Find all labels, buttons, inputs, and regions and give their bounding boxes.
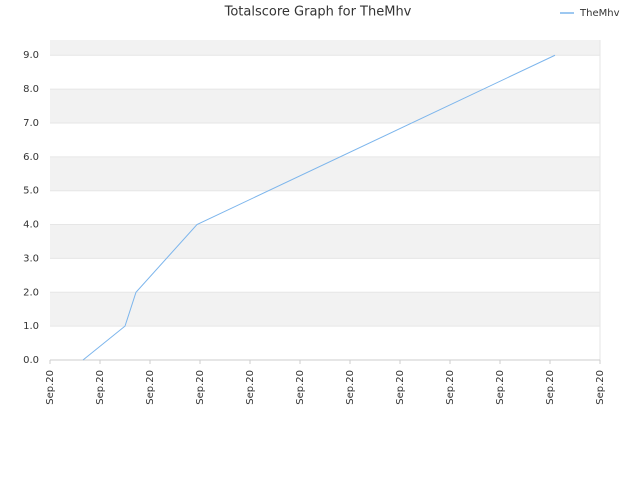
grid-band (50, 292, 600, 327)
y-tick-label: 5.0 (23, 186, 39, 197)
y-tick-label: 2.0 (23, 287, 39, 298)
y-tick-label: 6.0 (23, 152, 39, 163)
x-tick-label: Sep.20 (195, 370, 206, 405)
x-tick-label: Sep.20 (445, 370, 456, 405)
legend-label: TheMhv (579, 8, 620, 19)
y-tick-label: 9.0 (23, 50, 39, 61)
y-tick-label: 3.0 (23, 253, 39, 264)
y-tick-label: 7.0 (23, 118, 39, 129)
x-tick-label: Sep.20 (545, 370, 556, 405)
series-line (82, 54, 556, 361)
x-tick-label: Sep.20 (245, 370, 256, 405)
grid-band (50, 156, 600, 191)
grid-band (50, 40, 600, 56)
x-tick-label: Sep.20 (45, 370, 56, 405)
x-tick-label: Sep.20 (345, 370, 356, 405)
x-tick-label: Sep.20 (145, 370, 156, 405)
grid-band (50, 89, 600, 123)
x-tick-label: Sep.20 (395, 370, 406, 405)
x-tick-label: Sep.20 (95, 370, 106, 405)
x-tick-label: Sep.20 (295, 370, 306, 405)
chart-title: Totalscore Graph for TheMhv (224, 5, 412, 20)
grid-band (50, 224, 600, 259)
y-tick-label: 8.0 (23, 84, 39, 95)
y-tick-label: 0.0 (23, 355, 39, 366)
y-tick-label: 1.0 (23, 321, 39, 332)
x-tick-label: Sep.20 (495, 370, 506, 405)
y-tick-label: 4.0 (23, 220, 39, 231)
x-tick-label: Sep.20 (595, 370, 606, 405)
